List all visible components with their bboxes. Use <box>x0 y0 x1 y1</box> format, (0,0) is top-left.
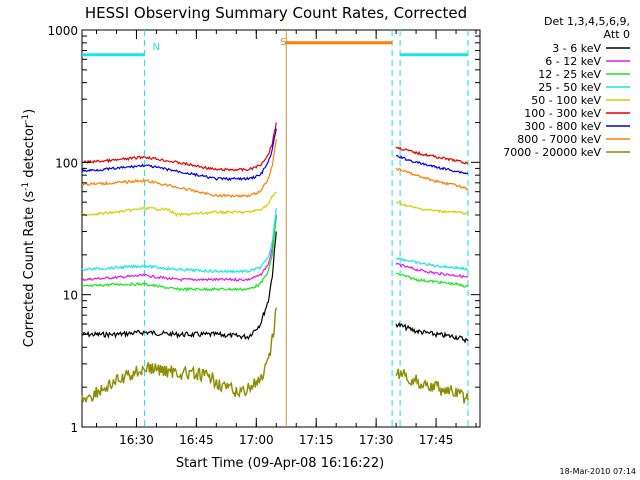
series-line <box>81 231 277 341</box>
series-line <box>81 128 277 182</box>
x-tick-label: 16:45 <box>179 433 214 447</box>
legend-entry-label: 12 - 25 keV <box>538 68 601 81</box>
series-2 <box>81 217 469 292</box>
series-0 <box>81 231 469 344</box>
series-line <box>395 154 469 175</box>
series-4 <box>81 191 469 218</box>
s-flag-label: S <box>280 37 286 48</box>
n-flag-label: N <box>152 42 159 53</box>
series-line <box>81 138 277 198</box>
legend-entry: 50 - 100 keV <box>531 94 630 107</box>
y-tick-label: 100 <box>55 156 78 170</box>
legend-entry: 3 - 6 keV <box>552 42 630 55</box>
legend-entry-label: 50 - 100 keV <box>531 94 601 107</box>
series-5 <box>81 122 469 172</box>
tick-layer: 16:30 16:45 17:00 17:15 17:30 17:45 1 10 100 1000 <box>47 24 480 447</box>
legend-entry-label: 6 - 12 keV <box>545 55 601 68</box>
y-axis-label-sup1: -1 <box>21 182 31 191</box>
y-axis-label: Corrected Count Rate (s-1 detector-1) <box>21 109 37 347</box>
legend-entry-label: 300 - 800 keV <box>524 120 601 133</box>
timestamp: 18-Mar-2010 07:14 <box>560 467 637 476</box>
series-line <box>395 321 469 344</box>
series-6 <box>81 128 469 182</box>
series-line <box>81 217 277 292</box>
series-line <box>395 167 469 191</box>
x-tick-label: 17:15 <box>299 433 334 447</box>
legend-entry: 300 - 800 keV <box>524 120 630 133</box>
series-line <box>395 146 469 165</box>
plot-frame <box>81 29 481 428</box>
series-line <box>81 208 277 274</box>
series-line <box>81 122 277 172</box>
y-axis-label-sup2: -1 <box>21 114 31 123</box>
legend-entry: 7000 - 20000 keV <box>503 146 630 159</box>
x-axis-label: Start Time (09-Apr-08 16:16:22) <box>176 456 384 471</box>
x-tick-label: 17:30 <box>359 433 394 447</box>
series-1 <box>81 214 469 282</box>
legend-entry-label: 7000 - 20000 keV <box>503 146 601 159</box>
series-line <box>395 262 469 279</box>
legend-entry-label: 800 - 7000 keV <box>517 133 601 146</box>
series-line <box>395 201 469 216</box>
legend-entry: 6 - 12 keV <box>545 55 630 68</box>
series-7 <box>81 41 469 198</box>
series-line <box>395 256 469 271</box>
y-tick-label: 1 <box>70 421 78 435</box>
y-tick-label: 10 <box>63 289 78 303</box>
series-3 <box>81 208 469 274</box>
y-axis-label-end: ) <box>22 109 37 114</box>
series-line <box>81 307 277 403</box>
x-tick-label: 17:00 <box>239 433 274 447</box>
series-line <box>395 272 469 288</box>
legend-header-line2: Att 0 <box>604 28 630 41</box>
series-line <box>395 368 469 404</box>
y-tick-label: 1000 <box>47 24 78 38</box>
legend-entry: 800 - 7000 keV <box>517 133 630 146</box>
chart-title: HESSI Observing Summary Count Rates, Cor… <box>85 4 467 22</box>
series-line <box>81 191 277 218</box>
y-axis-label-main: Corrected Count Rate (s <box>22 191 37 348</box>
legend-entry-label: 100 - 300 keV <box>524 107 601 120</box>
y-axis-label-mid: detector <box>22 122 37 182</box>
x-tick-label: 17:45 <box>419 433 454 447</box>
x-tick-label: 16:30 <box>119 433 154 447</box>
legend-entry-label: 25 - 50 keV <box>538 81 601 94</box>
legend-entry: 25 - 50 keV <box>538 81 630 94</box>
series-8 <box>81 307 469 404</box>
series-line <box>81 214 277 282</box>
legend-entry: 12 - 25 keV <box>538 68 630 81</box>
series-layer <box>81 41 469 404</box>
legend-entry: 100 - 300 keV <box>524 107 630 120</box>
legend-header-line1: Det 1,3,4,5,6,9, <box>544 15 630 28</box>
legend-entry-label: 3 - 6 keV <box>552 42 601 55</box>
